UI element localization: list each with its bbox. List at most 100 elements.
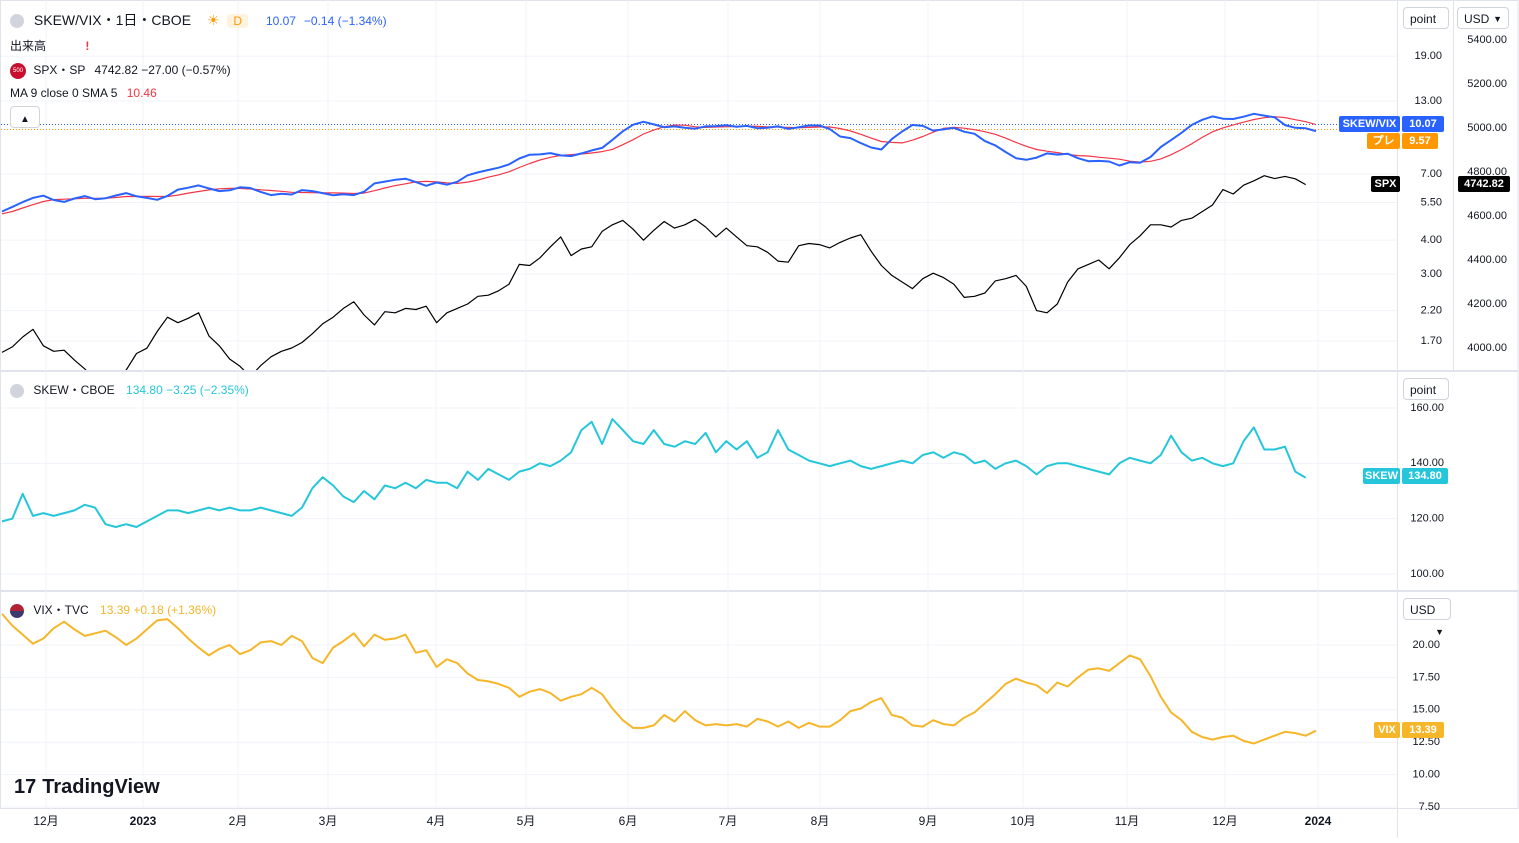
spx-price-tag-label-bg <box>1371 176 1400 192</box>
ratio-tick-label-1: 13.00 <box>1414 95 1442 107</box>
skew-legend-row[interactable]: SKEW・CBOE 134.80 −3.25 (−2.35%) <box>10 381 249 398</box>
spx-tick-label-5: 4400.00 <box>1467 254 1507 266</box>
scale-mode-button-2[interactable]: point <box>1403 378 1449 400</box>
time-axis-label-11: 11月 <box>1115 814 1139 828</box>
pane-border-1 <box>0 0 1519 371</box>
ratio-price-tag-value-bg <box>1402 116 1444 132</box>
interval-badge: D <box>227 14 249 28</box>
chevron-down-icon: ▼ <box>1435 627 1444 637</box>
spx-price-tag-label: SPX <box>1374 178 1397 190</box>
vix-price-tag-value-bg <box>1402 722 1444 738</box>
vix-tick-label-5: 7.50 <box>1419 801 1440 813</box>
skew-label: SKEW・CBOE <box>33 383 115 397</box>
currency-select-1[interactable]: USD ▼ <box>1457 7 1509 29</box>
tradingview-logo-text: TradingView <box>42 776 160 798</box>
vix-tick-label-3: 12.50 <box>1412 736 1440 748</box>
vix-legend-row[interactable]: VIX・TVC 13.39 +0.18 (+1.36%) <box>10 601 216 618</box>
ratio-tick-label-4: 4.00 <box>1421 234 1442 246</box>
collapse-legend-button[interactable]: ▲ <box>10 106 40 128</box>
spx-label: SPX・SP <box>33 63 86 77</box>
spx-price-tag-value-bg <box>1458 176 1510 192</box>
time-axis-label-13: 2024 <box>1305 814 1332 828</box>
ratio-price-tag-label: SKEW/VIX <box>1343 118 1397 130</box>
main-legend-row: SKEW/VIX・1日・CBOE ☀ D 10.07 −0.14 (−1.34%… <box>10 10 387 30</box>
spx-tick-label-6: 4200.00 <box>1467 298 1507 310</box>
spx-tick-label-1: 5200.00 <box>1467 78 1507 90</box>
currency-select-3[interactable]: USD ▼ <box>1403 598 1451 637</box>
vix-price-tag-label-bg <box>1374 722 1400 738</box>
skew-tick-label-1: 140.00 <box>1410 457 1444 469</box>
ma-value: 10.46 <box>126 86 157 100</box>
pane-border-2 <box>0 371 1519 591</box>
spx-tick-label-7: 4000.00 <box>1467 342 1507 354</box>
volume-label: 出来高 <box>10 39 47 53</box>
ratio-tick-label-0: 19.00 <box>1414 50 1442 62</box>
skew-tick-label-0: 160.00 <box>1410 402 1444 414</box>
vix-series-line <box>1 613 1317 745</box>
spx-tick-label-4: 4600.00 <box>1467 210 1507 222</box>
ratio-ma-series-line <box>1 116 1317 215</box>
vix-label: VIX・TVC <box>33 603 89 617</box>
ratio-tick-label-7: 1.70 <box>1421 335 1442 347</box>
ratio-price-change: −0.14 (−1.34%) <box>303 14 387 28</box>
spx-price-tag-value: 4742.82 <box>1464 178 1504 190</box>
time-axis-label-8: 8月 <box>811 814 830 828</box>
skew-tick-label-3: 100.00 <box>1410 568 1444 580</box>
skew-logo-icon <box>10 383 24 398</box>
skew-series-line <box>1 418 1307 528</box>
ratio-series-line <box>1 112 1317 213</box>
ratio-tick-label-3: 5.50 <box>1421 196 1442 208</box>
ratio-tick-label-6: 2.20 <box>1421 305 1442 317</box>
ma-legend-row[interactable]: MA 9 close 0 SMA 5 10.46 <box>10 86 157 100</box>
chevron-up-icon: ▲ <box>20 114 30 125</box>
ratio-last-price: 10.07 <box>265 14 296 28</box>
exclamation-icon[interactable]: ! <box>85 39 90 53</box>
pre-price-tag-label-bg <box>1367 133 1400 149</box>
time-axis-label-1: 2023 <box>130 814 157 828</box>
skew-tick-label-2: 120.00 <box>1410 513 1444 525</box>
ma-label: MA 9 close 0 SMA 5 <box>10 86 118 100</box>
vix-values: 13.39 +0.18 (+1.36%) <box>100 603 217 617</box>
spx-tick-label-3: 4800.00 <box>1467 166 1507 178</box>
symbol-logo-icon <box>10 14 24 29</box>
volume-legend-row[interactable]: 出来高 ! <box>10 37 95 54</box>
chevron-down-icon: ▼ <box>1493 14 1502 24</box>
time-axis-label-5: 5月 <box>517 814 536 828</box>
time-axis-label-10: 10月 <box>1010 814 1035 828</box>
spx-legend-row[interactable]: 500 SPX・SP 4742.82 −27.00 (−0.57%) <box>10 61 231 79</box>
time-axis-label-2: 2月 <box>229 814 248 828</box>
spx-tick-label-2: 5000.00 <box>1467 122 1507 134</box>
market-status-sun-icon: ☀ <box>206 12 220 28</box>
time-axis-label-4: 4月 <box>427 814 446 828</box>
vix-tick-label-0: 20.00 <box>1412 639 1440 651</box>
ratio-price-tag-label-bg <box>1339 116 1400 132</box>
time-axis-label-12: 12月 <box>1212 814 1237 828</box>
spx-values: 4742.82 −27.00 (−0.57%) <box>94 63 231 77</box>
vix-tick-label-1: 17.50 <box>1412 671 1440 683</box>
skew-price-tag-label: SKEW <box>1365 470 1399 482</box>
pre-price-tag-value: 9.57 <box>1409 135 1430 147</box>
symbol-title[interactable]: SKEW/VIX・1日・CBOE <box>33 12 192 28</box>
ratio-tick-label-5: 3.00 <box>1421 268 1442 280</box>
tradingview-logo-icon: 17 <box>14 776 37 798</box>
scale-mode-button-1[interactable]: point <box>1403 7 1449 29</box>
pre-price-tag-value-bg <box>1402 133 1438 149</box>
ratio-price-tag-value: 10.07 <box>1409 118 1437 130</box>
spx-tick-label-0: 5400.00 <box>1467 34 1507 46</box>
currency-label-3: USD <box>1410 603 1436 617</box>
skew-price-tag-value: 134.80 <box>1408 470 1442 482</box>
skew-values: 134.80 −3.25 (−2.35%) <box>126 383 249 397</box>
vix-price-tag-value: 13.39 <box>1409 724 1437 736</box>
vix-price-tag-label: VIX <box>1378 724 1396 736</box>
tradingview-logo[interactable]: 17 TradingView <box>14 776 160 799</box>
skew-price-tag-value-bg <box>1402 468 1448 484</box>
time-axis-label-9: 9月 <box>919 814 938 828</box>
spx-series-line <box>1 175 1306 370</box>
time-axis-label-3: 3月 <box>319 814 338 828</box>
spx-badge-icon: 500 <box>10 62 26 79</box>
ratio-tick-label-2: 7.00 <box>1421 168 1442 180</box>
time-axis-label-6: 6月 <box>619 814 638 828</box>
skew-price-tag-label-bg <box>1363 468 1400 484</box>
